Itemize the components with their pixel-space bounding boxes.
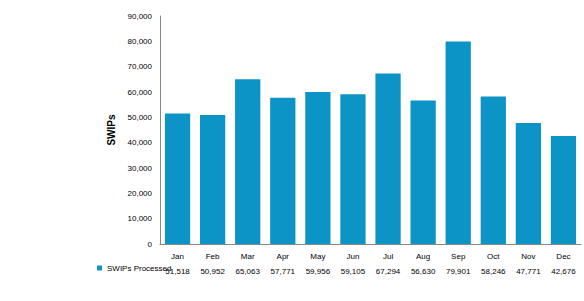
svg-text:10,000: 10,000 [128,214,153,223]
svg-text:Aug: Aug [416,252,430,261]
svg-text:56,630: 56,630 [411,267,436,276]
svg-text:Mar: Mar [241,252,255,261]
svg-text:May: May [310,252,325,261]
svg-text:60,000: 60,000 [128,88,153,97]
svg-text:0: 0 [148,240,153,249]
svg-text:50,952: 50,952 [200,267,225,276]
svg-text:40,000: 40,000 [128,138,153,147]
svg-text:Nov: Nov [521,252,535,261]
svg-text:57,771: 57,771 [271,267,296,276]
svg-text:90,000: 90,000 [128,12,153,21]
svg-text:58,246: 58,246 [481,267,506,276]
svg-text:Jun: Jun [347,252,360,261]
svg-text:79,901: 79,901 [446,267,471,276]
svg-text:47,771: 47,771 [516,267,541,276]
svg-text:70,000: 70,000 [128,62,153,71]
svg-text:Apr: Apr [277,252,290,261]
svg-text:Oct: Oct [487,252,500,261]
svg-text:67,294: 67,294 [376,267,401,276]
svg-text:59,956: 59,956 [306,267,331,276]
svg-text:42,676: 42,676 [551,267,576,276]
svg-text:SWIPs Processed: SWIPs Processed [107,264,171,273]
svg-text:Sep: Sep [451,252,466,261]
svg-text:80,000: 80,000 [128,37,153,46]
svg-text:59,105: 59,105 [341,267,366,276]
svg-text:Jul: Jul [383,252,393,261]
svg-text:20,000: 20,000 [128,189,153,198]
svg-text:65,063: 65,063 [235,267,260,276]
svg-text:50,000: 50,000 [128,113,153,122]
svg-text:Jan: Jan [171,252,184,261]
svg-text:Feb: Feb [206,252,220,261]
svg-text:SWIPs: SWIPs [106,114,117,146]
svg-text:Dec: Dec [556,252,570,261]
svg-text:30,000: 30,000 [128,164,153,173]
svg-text:51,518: 51,518 [165,267,190,276]
